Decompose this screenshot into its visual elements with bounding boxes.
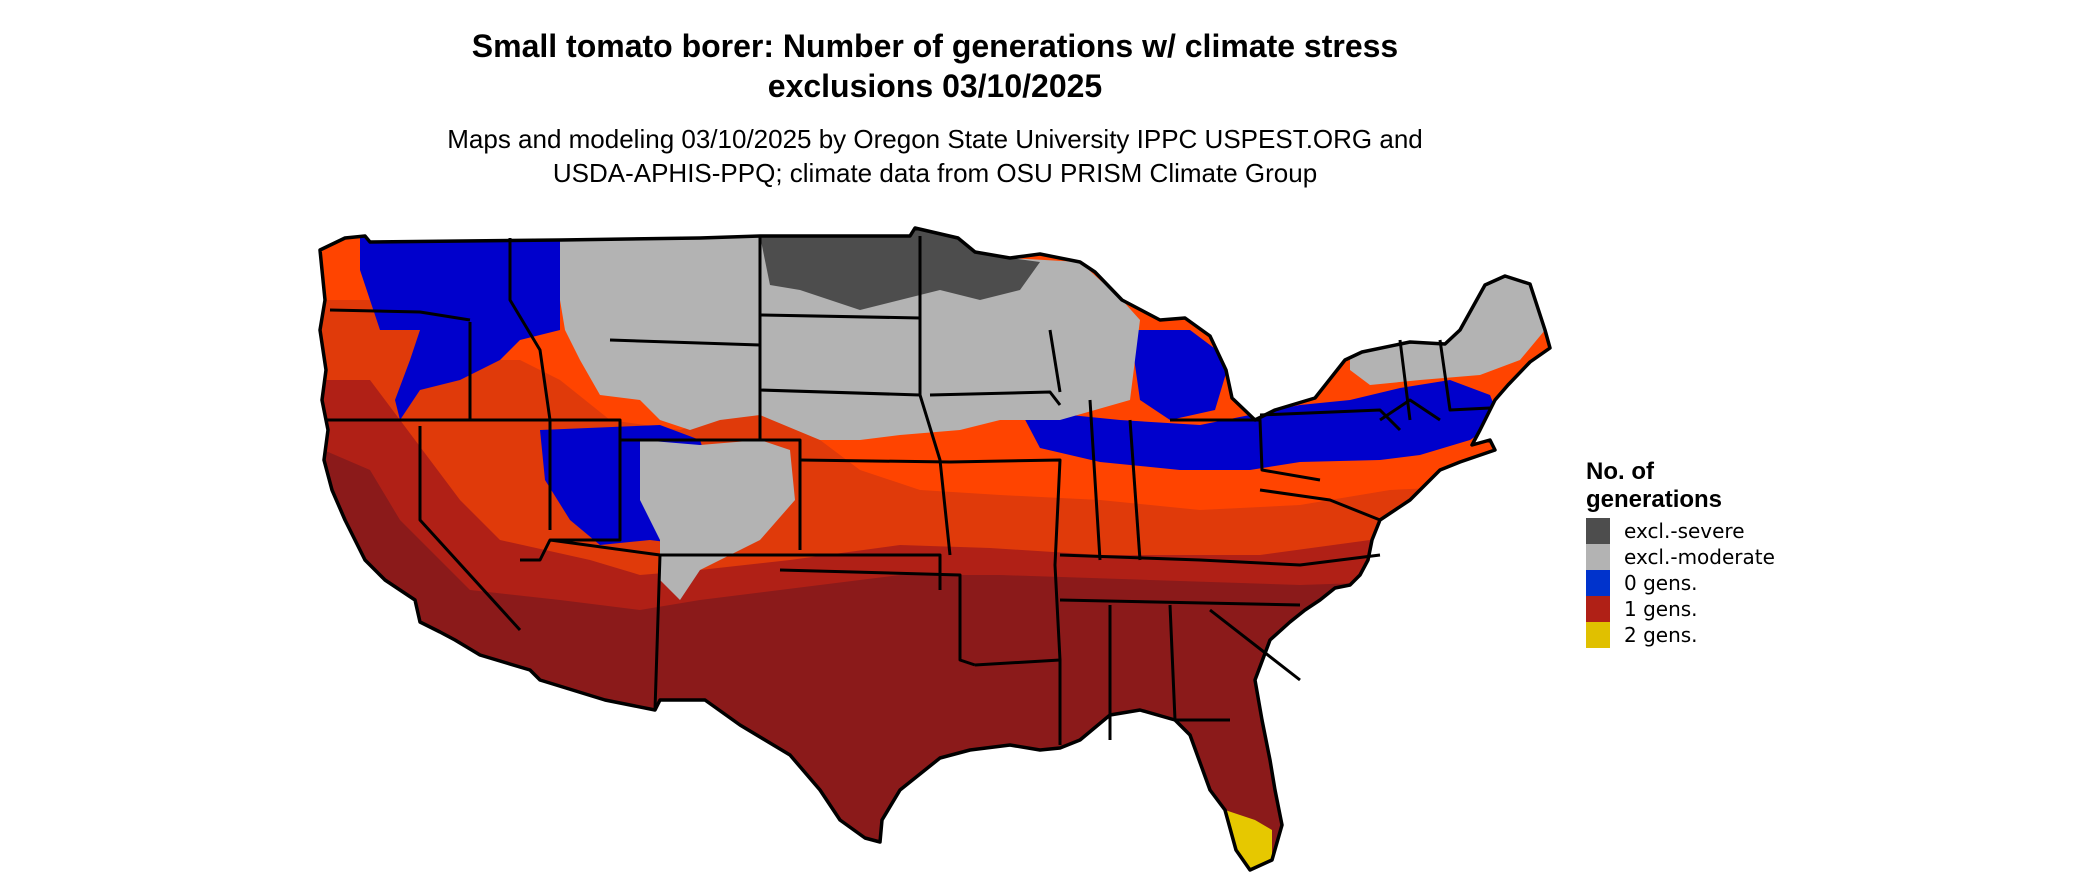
border-ia	[929, 390, 1062, 406]
subtitle-line-1: Maps and modeling 03/10/2025 by Oregon S…	[447, 124, 1423, 154]
border-wi-mn	[1048, 329, 1062, 393]
border-mo	[949, 458, 1062, 661]
border-tx-ok	[779, 568, 976, 667]
legend-label-excl-moderate: excl.-moderate	[1624, 545, 1775, 569]
generation-zones	[320, 228, 1550, 870]
legend-title: No. of generations	[1586, 458, 1736, 514]
legend-label-excl-severe: excl.-severe	[1624, 519, 1745, 543]
border-il-in	[1088, 399, 1102, 561]
legend-title-line-1: No. of	[1586, 458, 1654, 485]
border-ne-ks	[799, 458, 951, 464]
zone-excl-moderate-rockies	[640, 440, 795, 600]
border-ma	[1438, 339, 1491, 412]
border-tn-ky	[1059, 553, 1381, 567]
legend-swatch-excl-moderate	[1586, 544, 1610, 570]
legend-swatch-0-gens	[1586, 570, 1610, 596]
legend-item-excl-severe: excl.-severe	[1586, 518, 1775, 544]
border-in-oh	[1128, 419, 1142, 561]
zone-0-gen-michigan	[1130, 330, 1230, 420]
legend-swatch-1-gens	[1586, 596, 1610, 622]
legend-item-0-gens: 0 gens.	[1586, 570, 1775, 596]
border-ca-nv	[418, 426, 522, 632]
title-line-1: Small tomato borer: Number of generation…	[471, 28, 1399, 64]
legend-item-2-gens: 2 gens.	[1586, 622, 1775, 648]
border-pa-ny	[1259, 408, 1402, 432]
border-vt-nh	[1398, 339, 1412, 421]
legend-swatch-excl-severe	[1586, 518, 1610, 544]
border-ut	[548, 418, 622, 542]
border-la	[974, 658, 1062, 745]
border-wv-va	[1259, 488, 1381, 522]
title-line-2: exclusions 03/10/2025	[767, 68, 1103, 104]
legend-items: excl.-severe excl.-moderate 0 gens. 1 ge…	[1586, 518, 1775, 648]
legend-label-0-gens: 0 gens.	[1624, 571, 1698, 595]
legend-item-excl-moderate: excl.-moderate	[1586, 544, 1775, 570]
legend-swatch-2-gens	[1586, 622, 1610, 648]
border-nd-sd	[759, 313, 921, 320]
border-oh-pa	[1170, 418, 1321, 482]
legend-title-line-2: generations	[1586, 486, 1723, 513]
legend-label-1-gens: 1 gens.	[1624, 597, 1698, 621]
legend-label-2-gens: 2 gens.	[1624, 623, 1698, 647]
border-wa-or	[329, 308, 471, 322]
border-idaho-east	[508, 238, 552, 530]
zone-2-gen-florida	[1225, 810, 1272, 870]
border-az-nm	[520, 538, 662, 711]
border-ok-north	[660, 553, 942, 590]
legend: No. of generations excl.-severe excl.-mo…	[1586, 458, 1775, 648]
border-nj	[1379, 398, 1441, 422]
border-ga-sc	[1209, 608, 1301, 682]
zone-excl-moderate-new-england	[1350, 274, 1545, 385]
border-mt-dakotas	[758, 236, 921, 397]
border-mn-ia-ks-east	[918, 236, 952, 556]
border-tn-south	[1059, 598, 1301, 607]
legend-item-1-gens: 1 gens.	[1586, 596, 1775, 622]
state-borders	[325, 236, 1491, 745]
subtitle-line-2: USDA-APHIS-PPQ; climate data from OSU PR…	[552, 158, 1318, 188]
